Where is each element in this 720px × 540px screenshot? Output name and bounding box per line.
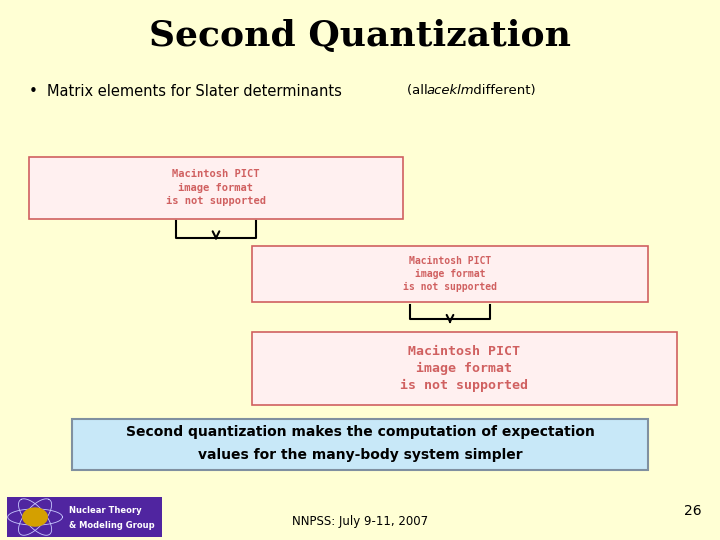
FancyBboxPatch shape (29, 157, 403, 219)
Text: aceklm: aceklm (426, 84, 474, 97)
Text: Macintosh PICT
image format
is not supported: Macintosh PICT image format is not suppo… (400, 345, 528, 392)
Text: different): different) (469, 84, 536, 97)
Text: Nuclear Theory: Nuclear Theory (69, 506, 142, 515)
Text: 26: 26 (685, 504, 702, 518)
FancyBboxPatch shape (7, 497, 162, 537)
Text: •: • (29, 84, 37, 99)
FancyBboxPatch shape (252, 332, 677, 405)
Text: (all: (all (407, 84, 432, 97)
Text: Matrix elements for Slater determinants: Matrix elements for Slater determinants (47, 84, 342, 99)
FancyBboxPatch shape (252, 246, 648, 302)
Text: NNPSS: July 9-11, 2007: NNPSS: July 9-11, 2007 (292, 515, 428, 528)
Text: Second Quantization: Second Quantization (149, 19, 571, 53)
FancyBboxPatch shape (72, 418, 648, 470)
Circle shape (22, 508, 48, 527)
Text: & Modeling Group: & Modeling Group (69, 521, 155, 530)
Text: values for the many-body system simpler: values for the many-body system simpler (198, 448, 522, 462)
Text: Macintosh PICT
image format
is not supported: Macintosh PICT image format is not suppo… (403, 256, 497, 292)
Text: Macintosh PICT
image format
is not supported: Macintosh PICT image format is not suppo… (166, 170, 266, 206)
Text: Second quantization makes the computation of expectation: Second quantization makes the computatio… (125, 426, 595, 439)
